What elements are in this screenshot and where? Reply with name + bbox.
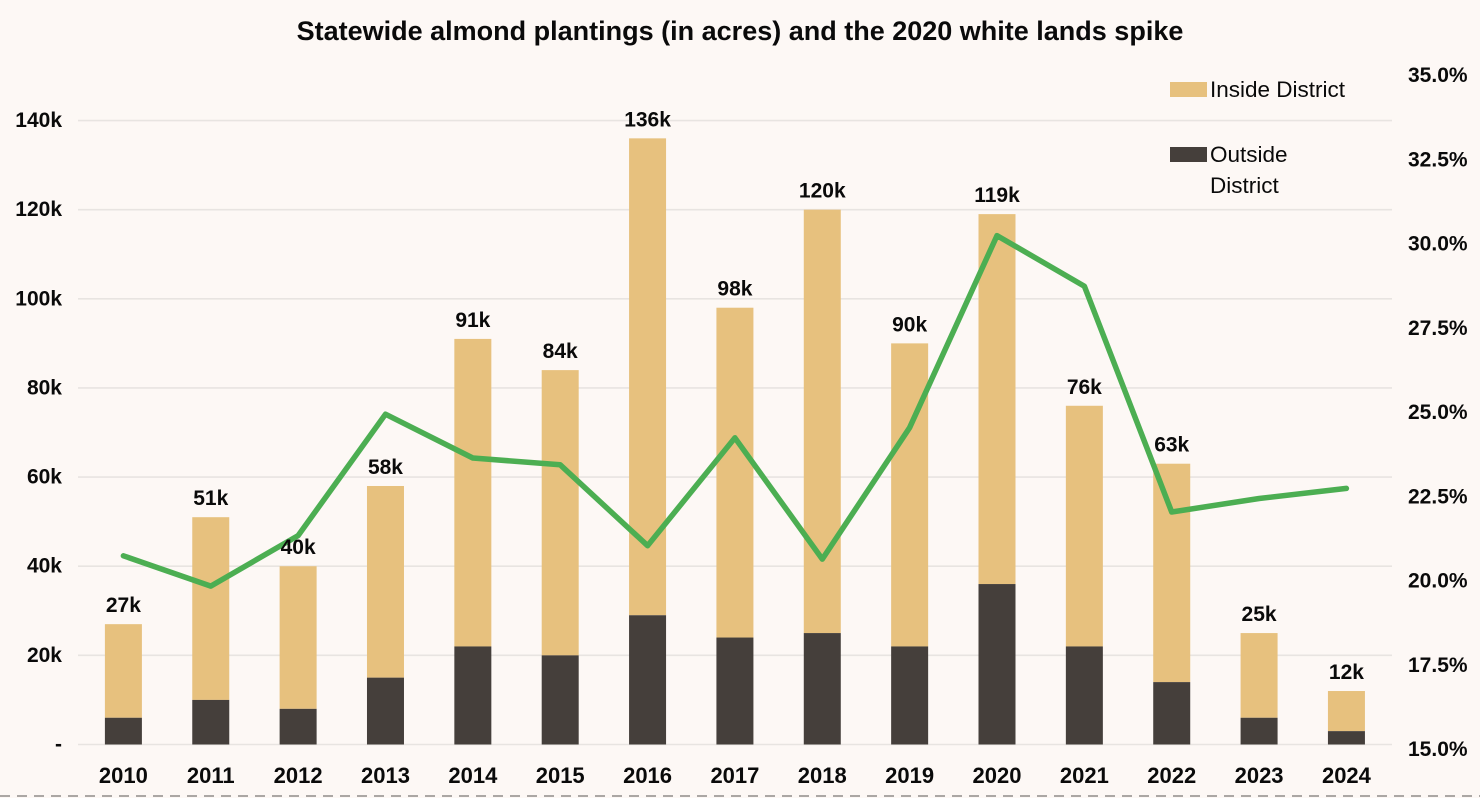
bar-value-label-2020: 119k [974,184,1020,207]
pct-axis-tick-label-17.5%: 17.5% [1408,654,1468,677]
y-axis-tick-label-40k: 40k [27,555,62,578]
bar-2019-outside-segment [891,646,929,745]
pct-axis-tick-label-35.0%: 35.0% [1408,64,1468,87]
pct-axis-tick-label-22.5%: 22.5% [1408,485,1468,508]
pct-axis-tick-label-15.0%: 15.0% [1408,738,1468,761]
x-axis-tick-label-2021: 2021 [1060,763,1109,788]
legend-label-outside-district: Outside District [1210,142,1288,198]
bar-2014-outside-segment [454,646,492,745]
bar-2018-outside-segment [803,633,841,745]
bar-value-label-2014: 91k [455,309,490,332]
x-axis-tick-label-2012: 2012 [274,763,323,788]
bar-2023-outside-segment [1240,717,1278,745]
bar-2010-outside-segment [104,717,142,745]
bar-value-label-2017: 98k [717,278,752,301]
y-axis-tick-label-120k: 120k [15,198,62,221]
bar-2023-inside-segment [1240,633,1278,718]
bar-2011-outside-segment [192,699,230,745]
chart-title: Statewide almond plantings (in acres) an… [296,16,1184,46]
bar-2018-inside-segment [803,209,841,634]
bar-2019-inside-segment [891,343,929,647]
bar-2010-inside-segment [104,624,142,718]
legend-item-outside-district: Outside District [1170,139,1360,201]
pct-axis-tick-label-20.0%: 20.0% [1408,570,1468,593]
bar-2015-outside-segment [541,655,579,745]
bar-2016-outside-segment [629,615,667,745]
y-axis-tick-label-140k: 140k [15,109,62,132]
pct-axis-tick-label-32.5%: 32.5% [1408,148,1468,171]
bar-value-label-2013: 58k [368,456,403,479]
bar-2021-outside-segment [1065,646,1103,745]
bar-2021-inside-segment [1065,405,1103,647]
x-axis-tick-label-2013: 2013 [361,763,410,788]
bar-2013-outside-segment [366,677,404,745]
bar-value-label-2022: 63k [1154,434,1189,457]
bar-value-label-2021: 76k [1067,376,1102,399]
bar-2017-outside-segment [716,637,754,745]
bar-2012-outside-segment [279,708,317,745]
legend-item-inside-district: Inside District [1170,74,1360,105]
x-axis-tick-label-2016: 2016 [623,763,672,788]
x-axis-tick-label-2011: 2011 [187,763,235,788]
legend-swatch-outside-district-icon [1170,147,1207,162]
x-axis-tick-label-2023: 2023 [1235,763,1284,788]
x-axis-tick-label-2022: 2022 [1147,763,1196,788]
bar-2012-inside-segment [279,566,317,709]
bar-2014-inside-segment [454,338,492,647]
bar-value-label-2023: 25k [1242,603,1277,626]
y-axis-tick-label-20k: 20k [27,644,62,667]
y-axis-tick-label--: - [55,733,62,756]
bar-value-label-2015: 84k [543,340,578,363]
x-axis-tick-label-2010: 2010 [99,763,148,788]
x-axis-tick-label-2015: 2015 [536,763,585,788]
bar-value-label-2011: 51k [193,487,228,510]
legend-swatch-inside-district-icon [1170,82,1207,97]
bar-2017-inside-segment [716,307,754,638]
pct-axis-tick-label-30.0%: 30.0% [1408,233,1468,256]
x-axis-tick-label-2014: 2014 [448,763,498,788]
legend-label-inside-district: Inside District [1210,77,1346,102]
bar-value-label-2016: 136k [624,108,671,131]
bar-2024-inside-segment [1327,691,1365,732]
bar-2022-inside-segment [1153,463,1191,683]
bar-2015-inside-segment [541,370,579,656]
bar-value-label-2012: 40k [281,536,316,559]
x-axis-tick-label-2020: 2020 [973,763,1022,788]
pct-axis-tick-label-27.5%: 27.5% [1408,317,1468,340]
x-axis-tick-label-2019: 2019 [885,763,934,788]
x-axis-tick-label-2017: 2017 [710,763,759,788]
bar-value-label-2024: 12k [1329,661,1364,684]
bar-2024-outside-segment [1327,731,1365,745]
bar-value-label-2018: 120k [799,180,846,203]
bar-value-label-2019: 90k [892,313,927,336]
pct-axis-tick-label-25.0%: 25.0% [1408,401,1468,424]
bar-2020-inside-segment [978,214,1016,585]
y-axis-tick-label-80k: 80k [27,376,62,399]
y-axis-tick-label-60k: 60k [27,466,62,489]
bar-value-label-2010: 27k [106,594,141,617]
bar-2020-outside-segment [978,584,1016,745]
bar-2022-outside-segment [1153,682,1191,745]
bar-2013-inside-segment [366,485,404,678]
x-axis-tick-label-2024: 2024 [1322,763,1372,788]
outside-share-trend-line [120,232,1350,589]
bar-2011-inside-segment [192,517,230,700]
x-axis-tick-label-2018: 2018 [798,763,847,788]
y-axis-tick-label-100k: 100k [15,287,62,310]
